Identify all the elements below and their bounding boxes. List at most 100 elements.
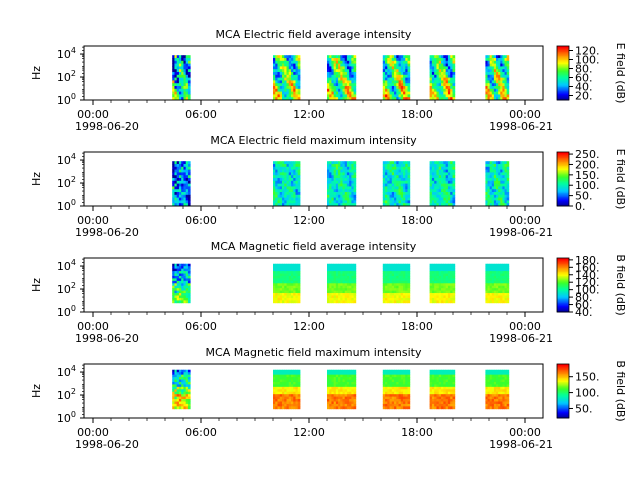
colorbar-step [557,294,569,297]
colorbar-step [557,58,569,60]
y-tick-label: 102 [57,175,76,190]
colorbar-step [557,176,569,179]
y-tick-label: 104 [57,46,76,61]
colorbar-step [557,162,569,165]
data-block [485,161,510,207]
colorbar-step [557,299,569,302]
data-block [327,55,357,101]
data-block [382,263,411,304]
colorbar-step [557,275,569,278]
data-block [429,369,456,410]
colorbar-step [557,73,569,75]
y-tick-label: 102 [57,69,76,84]
x-tick-label: 18:00 [401,108,433,121]
y-axis: 100 102 104 [57,46,84,107]
x-tick-label: 06:00 [185,214,217,227]
x-date-label: 1998-06-21 [489,226,553,239]
colorbar-label: E field (dB) [614,149,627,210]
colorbar-step [557,285,569,287]
colorbar-tick-label: 180. [575,254,600,267]
panel-title: MCA Magnetic field average intensity [211,240,417,253]
colorbar-step [557,93,569,96]
panel-title: MCA Electric field maximum intensity [210,134,417,147]
panel-1: MCA Electric field average intensity1001… [30,28,627,133]
colorbar-step [557,302,569,305]
x-tick-label: 18:00 [401,426,433,439]
x-date-label: 1998-06-20 [75,438,139,451]
data-block [273,55,301,101]
axes-frame [83,363,544,419]
x-date-label: 1998-06-21 [489,438,553,451]
y-axis-label: Hz [30,66,43,80]
colorbar-step [557,158,569,161]
colorbar-step [557,75,569,78]
data-block [382,369,411,410]
colorbar-step [557,160,569,162]
colorbar-step [557,266,569,268]
spectrogram-blocks [172,369,510,410]
data-block [382,55,411,101]
colorbar-step [557,54,569,56]
colorbar-step [557,365,569,368]
x-tick-label: 06:00 [185,426,217,439]
colorbar-tick-label: 40. [575,306,593,319]
colorbar-step [557,306,569,309]
colorbar-step [557,97,569,100]
colorbar-step [557,409,569,412]
colorbar-step [557,377,569,380]
colorbar-step [557,370,569,373]
colorbar: 0.50.100.150.200.250. E field (dB) [556,148,627,213]
colorbar-step [557,78,569,81]
axes-frame [83,151,544,207]
colorbar-step [557,161,569,164]
colorbar-step [557,59,569,62]
colorbar-step [557,166,569,169]
colorbar-step [557,391,569,393]
colorbar-label: B field (dB) [614,360,627,421]
x-tick-label: 00:00 [77,320,109,333]
colorbar-step [557,397,569,400]
x-tick-label: 12:00 [293,108,325,121]
colorbar-step [557,392,569,395]
colorbar-step [557,368,569,370]
colorbar: 20.40.60.80.100.120. E field (dB) [556,43,627,103]
colorbar-tick-label: 120. [575,45,600,58]
colorbar-step [557,268,569,271]
colorbar-step [557,203,569,206]
colorbar-step [557,307,569,310]
colorbar-step [557,181,569,184]
y-tick-label: 100 [57,410,76,425]
colorbar-step [557,310,569,313]
colorbar-step [557,279,569,282]
colorbar-step [557,156,569,158]
data-block [172,263,191,304]
colorbar-step [557,298,569,301]
colorbar-step [557,196,569,199]
colorbar-step [557,401,569,404]
x-date-label: 1998-06-21 [489,120,553,133]
colorbar-tick-label: 250. [575,148,600,161]
colorbar-step [557,91,569,94]
colorbar-step [557,411,569,414]
colorbar-step [557,62,569,65]
y-tick-label: 104 [57,364,76,379]
data-block [382,161,411,207]
x-tick-label: 00:00 [509,320,541,333]
y-tick-label: 100 [57,92,76,107]
x-date-label: 1998-06-20 [75,120,139,133]
colorbar-step [557,395,569,397]
colorbar-step [557,87,569,90]
colorbar-step [557,204,569,207]
colorbar-step [557,305,569,308]
colorbar-step [557,286,569,289]
colorbar-step [557,386,569,389]
x-tick-label: 00:00 [77,214,109,227]
colorbar-step [557,74,569,77]
colorbar-step [557,381,569,384]
colorbar-step [557,173,569,176]
x-tick-label: 12:00 [293,426,325,439]
colorbar-step [557,153,569,156]
data-block [172,369,191,410]
colorbar-step [557,270,569,272]
